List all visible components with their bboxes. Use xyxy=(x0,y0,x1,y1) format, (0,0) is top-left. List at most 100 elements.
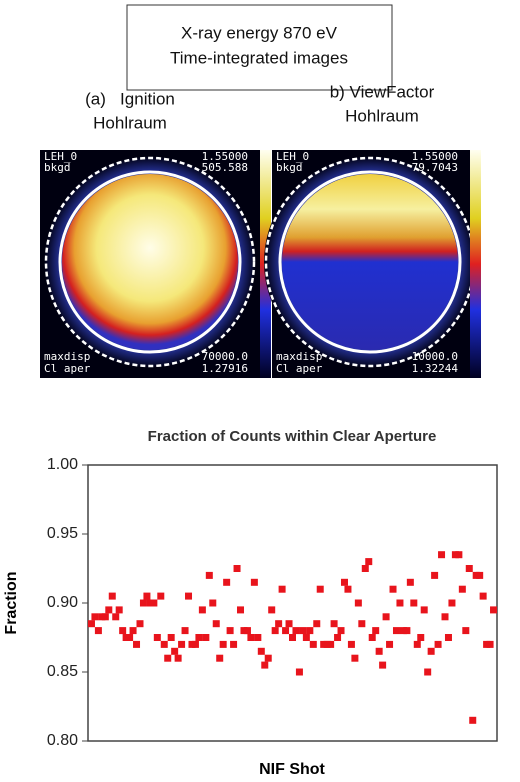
point xyxy=(375,647,383,655)
point xyxy=(403,627,411,635)
point xyxy=(226,627,234,635)
point xyxy=(164,654,172,662)
point xyxy=(455,551,463,559)
point xyxy=(438,551,446,559)
point xyxy=(153,634,161,641)
color-bar xyxy=(470,150,481,378)
image-label: 10000.0 xyxy=(412,350,458,363)
point xyxy=(101,613,109,621)
header-line: Time-integrated images xyxy=(170,48,348,67)
point xyxy=(434,640,442,648)
point xyxy=(268,606,276,614)
y-tick-label: 0.90 xyxy=(47,594,78,611)
point xyxy=(299,627,307,635)
point xyxy=(275,620,283,628)
point xyxy=(119,627,127,635)
point xyxy=(219,640,227,648)
point xyxy=(351,654,359,662)
point xyxy=(382,613,390,621)
outer-dashed xyxy=(44,156,256,368)
point xyxy=(316,585,324,593)
point xyxy=(396,599,404,607)
point xyxy=(157,592,165,600)
point xyxy=(469,716,477,724)
point xyxy=(185,592,193,600)
point xyxy=(458,585,466,593)
point xyxy=(271,627,279,635)
point xyxy=(441,613,449,621)
image-caption: Hohlraum xyxy=(93,113,167,132)
point xyxy=(195,634,203,641)
point xyxy=(327,640,335,648)
image-caption: (a) Ignition xyxy=(85,89,175,108)
point xyxy=(372,627,380,635)
point xyxy=(292,627,300,635)
point xyxy=(136,620,144,628)
point xyxy=(361,565,369,572)
y-tick-label: 0.85 xyxy=(47,663,78,680)
point xyxy=(171,647,179,655)
point xyxy=(247,634,255,641)
point xyxy=(115,606,123,614)
point xyxy=(143,592,151,600)
point xyxy=(191,640,199,648)
image-label: LEH_0 xyxy=(44,150,77,163)
point xyxy=(444,634,452,641)
point xyxy=(94,627,102,635)
header-line: X-ray energy 870 eV xyxy=(181,23,338,42)
point xyxy=(410,599,418,607)
image-label: 79.7043 xyxy=(412,161,458,174)
point xyxy=(476,571,484,579)
point xyxy=(340,578,348,586)
point xyxy=(261,661,269,669)
point xyxy=(181,627,189,635)
point xyxy=(223,578,231,586)
point xyxy=(112,613,120,621)
point xyxy=(389,585,397,593)
point xyxy=(202,634,210,641)
point xyxy=(167,634,175,641)
point xyxy=(306,627,314,635)
point xyxy=(354,599,362,607)
point xyxy=(392,627,400,635)
point xyxy=(216,654,224,662)
point xyxy=(160,640,168,648)
point xyxy=(126,634,134,641)
point xyxy=(178,640,186,648)
point xyxy=(285,620,293,628)
image-label: bkgd xyxy=(44,161,71,174)
point xyxy=(330,620,338,628)
point xyxy=(282,627,290,635)
x-axis-label: NIF Shot xyxy=(259,761,325,778)
image-label: 1.55000 xyxy=(202,150,248,163)
point xyxy=(368,634,376,641)
point xyxy=(448,599,456,607)
point xyxy=(347,640,355,648)
image-label: Cl aper xyxy=(276,362,323,375)
point xyxy=(278,585,286,593)
point xyxy=(129,627,137,635)
point xyxy=(406,578,414,586)
image-caption: Hohlraum xyxy=(345,106,419,125)
point xyxy=(289,634,296,641)
point xyxy=(209,599,217,607)
point xyxy=(431,571,439,579)
point xyxy=(427,647,435,655)
point xyxy=(230,640,238,648)
point xyxy=(108,592,116,600)
y-axis-label: Fraction xyxy=(3,571,20,634)
point xyxy=(365,558,373,566)
point xyxy=(413,640,421,648)
point xyxy=(417,634,425,641)
image-emission xyxy=(282,174,458,350)
image-label: 70000.0 xyxy=(202,350,248,363)
point xyxy=(465,565,473,572)
point xyxy=(424,668,432,676)
image-emission xyxy=(62,174,238,350)
point xyxy=(334,634,342,641)
y-tick-label: 0.95 xyxy=(47,525,78,542)
point xyxy=(105,606,113,614)
image-caption: b) ViewFactor xyxy=(330,82,435,101)
point xyxy=(479,592,487,600)
point xyxy=(462,627,470,635)
